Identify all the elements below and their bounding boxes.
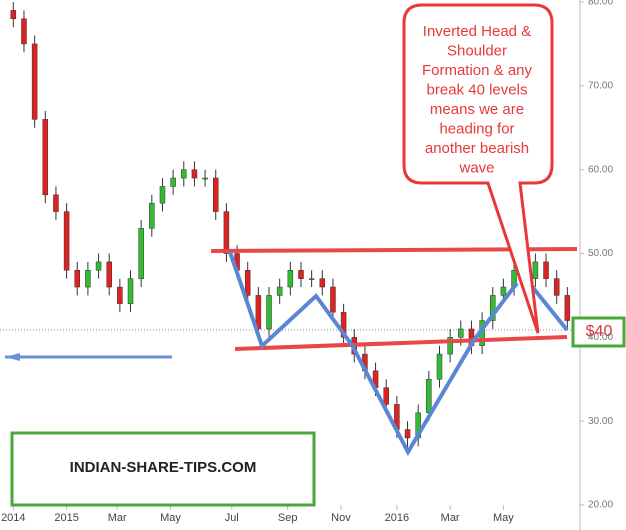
- candle-body: [53, 194, 59, 212]
- candle-body: [31, 43, 38, 120]
- x-tick-label: 2016: [385, 512, 409, 524]
- callout-text: break 40 levels: [427, 81, 528, 98]
- candle-body: [426, 379, 432, 414]
- candle-body: [21, 18, 27, 45]
- candle-body: [244, 270, 251, 296]
- candle-body: [170, 177, 176, 187]
- candle-body: [287, 270, 294, 288]
- candle-body: [181, 169, 187, 179]
- candle-body: [447, 337, 453, 355]
- x-tick-label: Nov: [331, 512, 351, 524]
- y-tick-label: 70.00: [588, 80, 613, 91]
- candle-body: [95, 261, 102, 271]
- x-tick-label: May: [160, 512, 181, 524]
- candle-body: [276, 286, 283, 296]
- candle-body: [564, 295, 571, 321]
- x-tick-label: 2014: [1, 512, 25, 524]
- candle-body: [149, 202, 155, 229]
- candle-body: [319, 278, 326, 288]
- callout-text: means we are: [430, 101, 524, 118]
- candle-body: [159, 186, 166, 204]
- y-tick-label: 50.00: [588, 248, 613, 259]
- candle-body: [383, 387, 389, 405]
- candle-body: [500, 286, 507, 296]
- candle-body: [138, 228, 144, 279]
- candle-body: [191, 169, 198, 179]
- watermark: INDIAN-SHARE-TIPS.COM: [70, 459, 257, 476]
- x-tick-label: May: [493, 512, 514, 524]
- x-tick-label: Sep: [278, 512, 298, 524]
- price-box: [571, 316, 626, 348]
- x-tick-label: 2015: [54, 512, 78, 524]
- x-tick-label: Jul: [225, 512, 239, 524]
- candle-body: [340, 311, 347, 338]
- candle-body: [223, 211, 230, 254]
- callout-text: Inverted Head &: [423, 23, 531, 40]
- candle-body: [436, 353, 443, 380]
- candle-body: [532, 261, 539, 279]
- y-tick-label: 40.00: [588, 332, 613, 343]
- candle-body: [298, 270, 304, 279]
- candle-body: [42, 119, 49, 196]
- candle-body: [213, 177, 219, 212]
- candle-body: [117, 286, 123, 305]
- candle-body: [202, 177, 208, 180]
- x-tick-label: Mar: [108, 512, 127, 524]
- callout-text: Shoulder: [447, 42, 507, 59]
- candle-body: [308, 278, 315, 280]
- callout-bubble: [402, 3, 554, 334]
- y-tick-label: 30.00: [588, 416, 613, 427]
- candle-body: [74, 270, 80, 288]
- y-tick-label: 80.00: [588, 0, 613, 8]
- candle-body: [10, 10, 17, 20]
- candle-body: [106, 261, 112, 288]
- arrow-head: [5, 353, 20, 361]
- candle-body: [255, 295, 262, 330]
- candle-body: [127, 278, 134, 305]
- x-tick-label: Mar: [441, 512, 460, 524]
- callout-text: heading for: [439, 120, 514, 137]
- callout-text: Formation & any: [422, 62, 533, 79]
- callout-text: another bearish: [425, 140, 529, 157]
- y-tick-label: 20.00: [588, 500, 613, 511]
- candle-body: [458, 328, 464, 338]
- candle-body: [330, 286, 336, 313]
- candle-body: [404, 429, 411, 439]
- candle-body: [490, 295, 496, 321]
- candle-body: [85, 270, 91, 288]
- y-tick-label: 60.00: [588, 164, 613, 175]
- candle-body: [266, 295, 272, 330]
- callout-text: wave: [458, 159, 494, 176]
- price-label: $40: [586, 323, 613, 340]
- candle-body: [553, 278, 560, 296]
- watermark-box: [10, 431, 316, 507]
- candle-body: [543, 261, 549, 279]
- candle-body: [63, 211, 70, 271]
